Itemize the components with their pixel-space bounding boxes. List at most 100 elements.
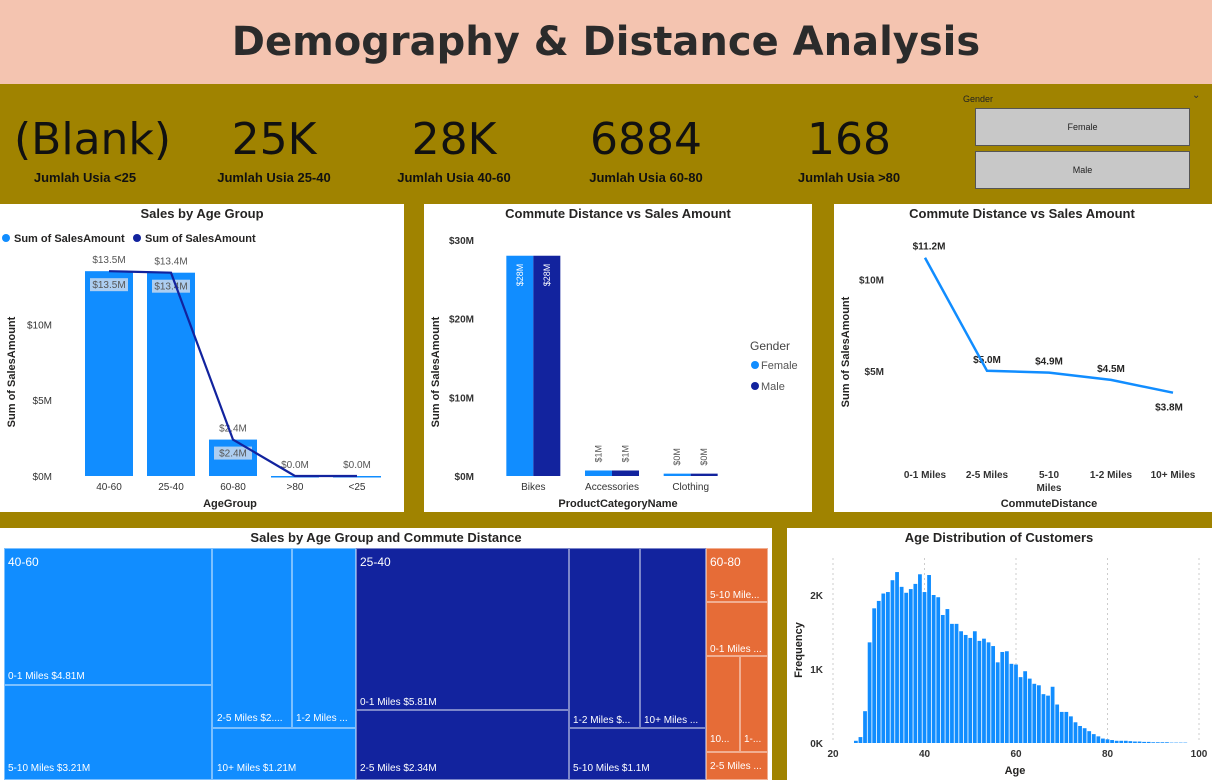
treemap-cell[interactable] — [212, 728, 356, 780]
histogram-bar[interactable] — [1105, 739, 1110, 743]
bar[interactable] — [612, 470, 639, 476]
histogram-bar[interactable] — [1009, 663, 1014, 743]
histogram-bar[interactable] — [1018, 677, 1023, 743]
histogram-bar[interactable] — [872, 608, 877, 743]
histogram-bar[interactable] — [940, 614, 945, 743]
histogram-bar[interactable] — [936, 597, 941, 743]
histogram-bar[interactable] — [1073, 722, 1078, 743]
histogram-bar[interactable] — [1146, 741, 1151, 743]
treemap-cell[interactable] — [569, 728, 706, 780]
histogram-bar[interactable] — [1000, 651, 1005, 743]
histogram-bar[interactable] — [1133, 741, 1137, 743]
histogram-bar[interactable] — [1014, 664, 1018, 743]
bar[interactable] — [533, 255, 561, 476]
histogram-bar[interactable] — [995, 662, 1000, 743]
histogram-bar[interactable] — [922, 592, 927, 743]
chevron-down-icon[interactable]: ⌄ — [1192, 90, 1201, 101]
histogram-bar[interactable] — [1036, 685, 1041, 743]
histogram-bar[interactable] — [899, 586, 904, 743]
histogram-bar[interactable] — [927, 575, 931, 743]
histogram-bar[interactable] — [1128, 741, 1133, 743]
histogram-bar[interactable] — [986, 642, 991, 743]
treemap-cell[interactable] — [740, 656, 768, 752]
histogram-bar[interactable] — [908, 589, 913, 743]
bar[interactable] — [663, 473, 691, 476]
histogram-bar[interactable] — [1155, 742, 1160, 743]
histogram-bar[interactable] — [886, 592, 890, 743]
legend-item-female[interactable]: Female — [761, 360, 798, 372]
histogram-bar[interactable] — [863, 711, 867, 743]
histogram-bar[interactable] — [1110, 740, 1114, 743]
histogram-bar[interactable] — [1151, 742, 1156, 743]
histogram-bar[interactable] — [1041, 694, 1046, 743]
histogram-bar[interactable] — [1114, 740, 1119, 743]
histogram-bar[interactable] — [1165, 742, 1169, 743]
legend-item[interactable]: Sum of SalesAmount — [14, 233, 125, 245]
histogram-bar[interactable] — [931, 595, 936, 743]
histogram-bar[interactable] — [1032, 683, 1037, 743]
series-line[interactable] — [108, 270, 357, 478]
treemap-cell[interactable] — [4, 548, 212, 685]
bar[interactable] — [585, 470, 612, 476]
histogram-bar[interactable] — [858, 737, 863, 743]
histogram-bar[interactable] — [968, 637, 973, 743]
histogram-bar[interactable] — [1059, 711, 1064, 743]
treemap-cell[interactable] — [292, 548, 356, 728]
histogram-bar[interactable] — [867, 642, 872, 743]
legend-item[interactable]: Sum of SalesAmount — [145, 233, 256, 245]
treemap-cell[interactable] — [706, 656, 740, 752]
histogram-bar[interactable] — [1091, 734, 1096, 743]
histogram-bar[interactable] — [945, 609, 950, 743]
histogram-bar[interactable] — [1087, 731, 1092, 743]
histogram-bar[interactable] — [1101, 738, 1105, 743]
bar[interactable] — [506, 255, 534, 476]
treemap-cell[interactable] — [640, 548, 706, 728]
histogram-bar[interactable] — [950, 623, 954, 743]
histogram-bar[interactable] — [954, 623, 959, 743]
histogram-bar[interactable] — [1123, 740, 1128, 743]
bar[interactable] — [147, 272, 195, 476]
histogram-bar[interactable] — [876, 600, 881, 743]
series-line[interactable] — [923, 257, 1174, 394]
histogram-bar[interactable] — [904, 592, 909, 743]
histogram-bar[interactable] — [918, 574, 922, 743]
treemap-cell[interactable] — [706, 602, 768, 656]
histogram-bar[interactable] — [1046, 695, 1050, 743]
treemap-cell[interactable] — [356, 548, 569, 710]
histogram-bar[interactable] — [982, 638, 986, 743]
legend-item-male[interactable]: Male — [761, 381, 785, 393]
treemap-cell[interactable] — [4, 685, 212, 780]
histogram-bar[interactable] — [890, 580, 895, 743]
histogram-bar[interactable] — [1023, 671, 1028, 743]
histogram-bar[interactable] — [1096, 736, 1101, 743]
histogram-bar[interactable] — [853, 740, 858, 743]
histogram-bar[interactable] — [1027, 678, 1032, 743]
treemap-cell[interactable] — [569, 548, 640, 728]
histogram-bar[interactable] — [1004, 651, 1009, 743]
bar[interactable] — [690, 473, 718, 476]
treemap-cell[interactable] — [706, 752, 768, 780]
treemap-cell[interactable] — [212, 548, 292, 728]
histogram-bar[interactable] — [991, 646, 996, 743]
gender-option-male[interactable]: Male — [975, 151, 1190, 189]
histogram-bar[interactable] — [963, 634, 968, 743]
histogram-bar[interactable] — [959, 631, 963, 743]
histogram-bar[interactable] — [1119, 740, 1124, 743]
histogram-bar[interactable] — [972, 631, 977, 743]
histogram-bar[interactable] — [1142, 741, 1146, 743]
histogram-bar[interactable] — [913, 583, 918, 743]
histogram-bar[interactable] — [1082, 728, 1087, 743]
treemap-cell[interactable] — [706, 548, 768, 602]
treemap-cell[interactable] — [356, 710, 569, 780]
histogram-bar[interactable] — [1069, 716, 1073, 743]
histogram-bar[interactable] — [881, 593, 886, 743]
histogram-bar[interactable] — [1055, 704, 1060, 743]
histogram-bar[interactable] — [1078, 725, 1082, 743]
histogram-bar[interactable] — [1137, 741, 1142, 743]
bar[interactable] — [85, 271, 133, 476]
histogram-bar[interactable] — [1160, 742, 1165, 743]
gender-option-female[interactable]: Female — [975, 108, 1190, 146]
histogram-bar[interactable] — [895, 572, 899, 743]
histogram-bar[interactable] — [1050, 686, 1055, 743]
histogram-bar[interactable] — [1064, 711, 1069, 743]
